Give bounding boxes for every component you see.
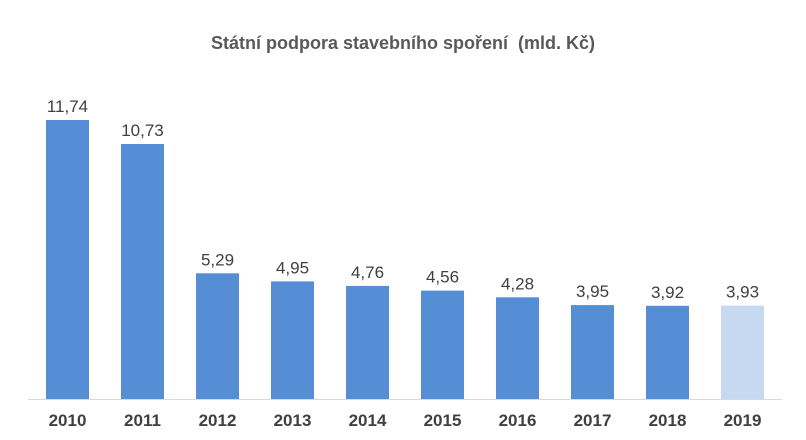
bar-2018 <box>646 305 689 399</box>
chart-title: Státní podpora stavebního spoření (mld. … <box>210 33 596 53</box>
x-tick-label-2017: 2017 <box>574 411 612 430</box>
bar-2011 <box>121 144 164 399</box>
x-tick-labels-group: 2010 2011 2012 2013 2014 2015 2016 2017 2018 2019 <box>49 411 762 430</box>
data-label-2010: 11,74 <box>47 97 88 116</box>
data-label-2015: 4,56 <box>426 268 459 287</box>
bar-2016 <box>496 297 539 399</box>
data-label-2019: 3,93 <box>726 283 759 302</box>
bar-2010 <box>46 120 89 399</box>
x-tick-label-2010: 2010 <box>49 411 87 430</box>
x-tick-label-2019: 2019 <box>724 411 762 430</box>
data-labels-group: 11,74 10,73 5,29 4,95 4,76 4,56 4,28 3,95 3,92 3,… <box>47 97 759 302</box>
bar-2013 <box>271 281 314 399</box>
bar-2015 <box>421 290 464 399</box>
data-label-2011: 10,73 <box>121 121 164 140</box>
data-label-2017: 3,95 <box>576 282 609 301</box>
x-tick-label-2011: 2011 <box>124 411 161 430</box>
data-label-2016: 4,28 <box>501 274 534 293</box>
x-tick-label-2018: 2018 <box>649 411 687 430</box>
x-tick-label-2014: 2014 <box>349 411 387 430</box>
bar-2019 <box>721 305 764 399</box>
bar-2017 <box>571 305 614 399</box>
data-label-2012: 5,29 <box>201 250 234 269</box>
data-label-2018: 3,92 <box>651 283 684 302</box>
x-tick-label-2016: 2016 <box>499 411 537 430</box>
bar-2014 <box>346 285 389 399</box>
x-tick-label-2012: 2012 <box>199 411 237 430</box>
x-tick-label-2015: 2015 <box>424 411 462 430</box>
data-label-2014: 4,76 <box>351 263 384 282</box>
x-tick-label-2013: 2013 <box>274 411 312 430</box>
bar-2012 <box>196 273 239 399</box>
bars-group <box>46 120 764 399</box>
data-label-2013: 4,95 <box>276 258 309 277</box>
